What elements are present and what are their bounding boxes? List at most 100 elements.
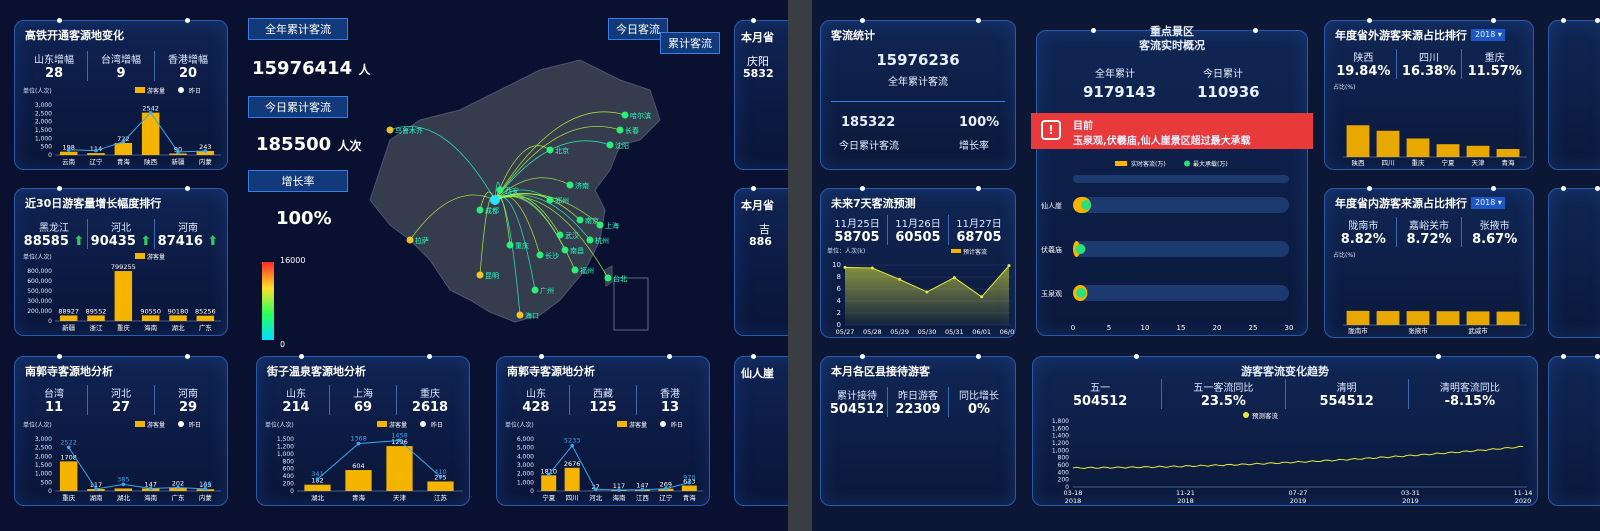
stat-value: 9: [116, 66, 126, 81]
today-label: 今日累计: [1203, 69, 1243, 80]
cumulative-flow-button[interactable]: 累计客流: [660, 32, 720, 54]
corner-dot: [976, 354, 982, 359]
stat-value: 69: [353, 400, 373, 415]
stat-value: 8.72%: [1406, 232, 1452, 247]
year-select[interactable]: 2018 ▾: [1471, 197, 1505, 209]
bar: [1436, 311, 1460, 325]
y-tick-label: 1,500: [277, 436, 294, 443]
panel-outside-province: 年度省外游客来源占比排行 2018 ▾ 陕西 19.84% 四川 16.38% 重庆…: [1324, 18, 1534, 170]
stat-value: 554512: [1319, 394, 1374, 409]
legend-label: 游客量: [147, 87, 165, 95]
legend-label: 预计客流: [963, 248, 987, 256]
line-point: [121, 482, 126, 487]
color-scale-bar: [262, 262, 274, 340]
stat-item: 11月27日 68705: [949, 215, 1009, 245]
y-tick-label: 1,400: [1052, 433, 1069, 440]
bar: [1406, 311, 1430, 325]
today-flow-button[interactable]: 今日客流: [608, 18, 668, 40]
line-point: [438, 474, 443, 479]
tag-growth: 增长率: [248, 170, 348, 192]
bar-value-label: 89552: [86, 307, 107, 315]
stat-item: 山东 214: [263, 385, 330, 415]
x-tick-label: 湖南: [90, 493, 104, 502]
scale-min-label: 0: [280, 340, 286, 349]
track: [1073, 197, 1289, 213]
legend-swatch: [420, 421, 426, 427]
tag-total-flow: 全年累计客流: [248, 18, 348, 40]
x-tick-label: 06/01: [972, 328, 991, 336]
x-tick-label: 25: [1249, 324, 1258, 332]
stat-label: 嘉峪关市: [1409, 221, 1449, 232]
bar: [59, 151, 78, 155]
stat-label: 香港增幅: [168, 55, 208, 66]
x-tick-label: 海南: [144, 493, 158, 502]
x-tick-label: 05/27: [836, 328, 855, 336]
line-point: [952, 276, 956, 280]
bar: [345, 470, 372, 491]
alert-head: 目前: [1073, 121, 1093, 132]
x-tick-label: 07-27: [1289, 489, 1308, 497]
x-tick-label: 30: [1285, 324, 1294, 332]
city-dot: [604, 274, 612, 282]
stats-row: 陇南市 8.82% 嘉峪关市 8.72% 张掖市 8.67%: [1331, 217, 1527, 247]
bar-value-label: 604: [352, 462, 364, 470]
bar-value-label: 2542: [142, 105, 159, 113]
corner-dot: [1091, 28, 1096, 33]
stat-label: 山东: [526, 389, 546, 400]
city-dot: [476, 271, 484, 279]
line-point: [176, 485, 180, 490]
stat-value-text: 88585: [23, 234, 69, 249]
track: [1073, 241, 1289, 257]
x-tick-label: 青海: [1502, 158, 1516, 167]
total-value: 9179143: [1083, 83, 1157, 101]
city-dot: [561, 246, 569, 254]
alert-icon: !: [1041, 120, 1061, 140]
unit-label: 单位：人次(k): [827, 247, 865, 255]
bar-value-label: 1708: [60, 453, 77, 461]
stat-value: 23.5%: [1200, 394, 1246, 409]
stat-label: 河南: [178, 223, 198, 234]
city-dot: [571, 266, 579, 274]
x-tick-label: 2018: [1177, 497, 1194, 505]
line-point: [315, 477, 320, 481]
city-label: 长沙: [545, 251, 559, 260]
legend-swatch: [617, 421, 627, 427]
stat-label: 台湾: [44, 389, 64, 400]
bar: [541, 475, 557, 491]
corner-dot: [1595, 186, 1600, 191]
total-flow-number: 15976414: [252, 58, 353, 79]
corner-dot: [299, 354, 305, 359]
stat-label: 庆阳: [747, 55, 769, 68]
line-point: [121, 139, 126, 144]
stat-label: 重庆: [1484, 53, 1505, 64]
bar: [141, 315, 160, 321]
y-tick-label: 4: [837, 297, 842, 305]
flow-route: [409, 194, 496, 241]
city-dot: [606, 141, 614, 149]
unit-label: 单位(人次): [23, 253, 52, 261]
y-tick-label: 6,000: [517, 436, 534, 443]
y-tick-label: 3,000: [35, 102, 52, 109]
city-label: 成都: [485, 206, 499, 215]
x-tick-label: 06/02: [1000, 328, 1015, 336]
stat-label: 上海: [353, 389, 373, 400]
y-tick-label: 800: [1058, 455, 1070, 462]
stat-item: 西藏 125: [570, 385, 637, 415]
y-tick-label: 3,000: [517, 462, 534, 469]
row-label: 仙人崖: [1041, 201, 1062, 210]
stat-label: 五一客流同比: [1193, 383, 1254, 394]
y-tick-label: 2,500: [35, 445, 52, 452]
bar-value-label: 90: [174, 146, 182, 154]
stat-value: 2618: [411, 400, 449, 415]
year-select[interactable]: 2018 ▾: [1471, 29, 1505, 41]
stat-label: 吉: [759, 223, 770, 236]
x-tick-label: 重庆: [117, 323, 131, 332]
unit-label: 单位(人次): [265, 421, 294, 429]
y-tick-label: 2,000: [35, 119, 52, 126]
x-tick-label: 青海: [683, 493, 697, 502]
total-label: 全年累计: [1095, 69, 1135, 80]
stat-item: 黑龙江 88585 ⬆: [21, 219, 88, 249]
city-label: 广州: [540, 286, 554, 295]
bar: [114, 488, 133, 491]
bar-value-label: 90550: [140, 307, 161, 315]
